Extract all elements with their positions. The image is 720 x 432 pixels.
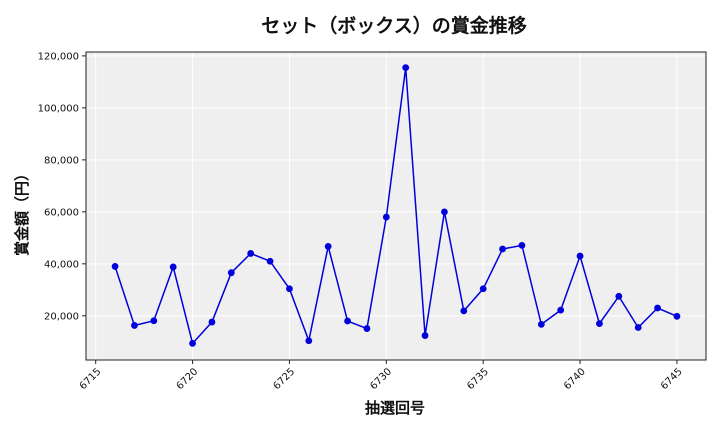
data-point [344,317,351,325]
x-tick-label: 6745 [659,366,685,392]
x-tick-label: 6715 [78,366,104,392]
grid [86,52,706,360]
data-point [654,304,661,312]
data-point [363,325,371,332]
data-point [208,318,216,326]
data-point [402,64,410,71]
data-point [266,257,274,265]
data-point [441,208,448,216]
data-point [111,263,119,270]
data-point [518,241,526,249]
x-tick-label: 6725 [271,366,297,392]
series-line [114,67,678,345]
x-tick-label: 6740 [562,366,588,392]
y-tick-label: 120,000 [38,51,79,62]
data-point [673,312,681,320]
data-point [189,339,196,347]
plot-frame [85,51,707,361]
y-tick-label: 80,000 [44,155,79,166]
data-point [596,320,603,328]
data-point [305,337,313,345]
y-tick-label: 60,000 [44,207,79,218]
data-point [460,307,468,315]
data-point [382,213,390,221]
data-point [150,317,158,325]
y-tick-label: 40,000 [44,259,79,270]
data-point [634,324,642,331]
data-point [169,263,177,271]
data-point [557,306,565,314]
data-point [286,285,293,293]
data-point [227,269,235,277]
data-point [247,250,255,257]
data-point [324,243,332,250]
y-axis-label: 賞金額（円） [13,166,31,256]
x-tick-label: 6735 [465,366,491,392]
data-point [131,322,138,329]
data-point [576,252,584,260]
series-layer [111,64,681,347]
y-tick-label: 20,000 [44,311,79,322]
plot-area [86,52,706,360]
chart-title: セット（ボックス）の賞金推移 [261,14,526,37]
x-tick-label: 6730 [368,366,394,392]
data-point [479,285,487,293]
x-tick-label: 6720 [175,366,201,392]
x-axis-label: 抽選回号 [365,399,425,417]
data-point [421,332,429,339]
y-tick-label: 100,000 [38,103,79,114]
data-point [615,292,623,300]
data-point [537,320,545,328]
data-point [499,245,506,253]
